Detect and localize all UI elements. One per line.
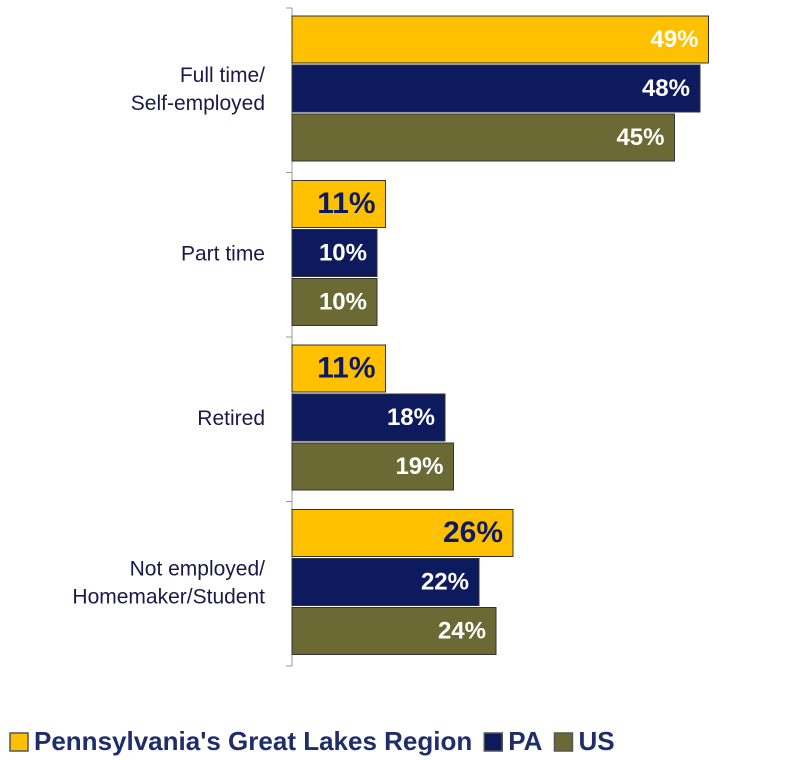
bar — [291, 278, 378, 326]
legend-swatch — [553, 732, 574, 752]
bar — [291, 15, 709, 64]
value-label: 49% — [650, 26, 698, 53]
value-label: 10% — [319, 239, 367, 266]
bar — [291, 558, 480, 606]
category-label: Full time/ — [180, 64, 265, 87]
value-label: 11% — [317, 351, 375, 384]
bar — [291, 64, 701, 113]
value-label: 18% — [387, 404, 435, 431]
bar — [291, 442, 454, 491]
category-label: Not employed/ — [130, 557, 266, 580]
bar — [291, 113, 675, 162]
legend-swatch — [9, 732, 29, 752]
bar — [291, 180, 386, 228]
legend-label: PA — [508, 726, 542, 756]
value-label: 10% — [319, 288, 367, 315]
bar — [291, 393, 446, 442]
category-label: Part time — [181, 242, 265, 265]
value-label: 24% — [438, 617, 486, 644]
legend-label: Pennsylvania's Great Lakes Region — [34, 726, 472, 756]
category-label: Self-employed — [131, 92, 265, 115]
legend-label: US — [578, 726, 614, 756]
bar — [291, 229, 378, 277]
bar — [291, 607, 497, 655]
value-label: 26% — [443, 516, 503, 549]
value-label: 48% — [642, 75, 690, 102]
value-label: 22% — [421, 568, 469, 595]
legend-swatch — [483, 732, 504, 752]
bar — [291, 344, 386, 393]
value-label: 19% — [395, 453, 443, 480]
bar — [291, 509, 514, 557]
value-label: 45% — [616, 124, 664, 151]
category-label: Homemaker/Student — [72, 585, 265, 608]
category-label: Retired — [197, 407, 265, 430]
value-label: 11% — [317, 187, 375, 220]
